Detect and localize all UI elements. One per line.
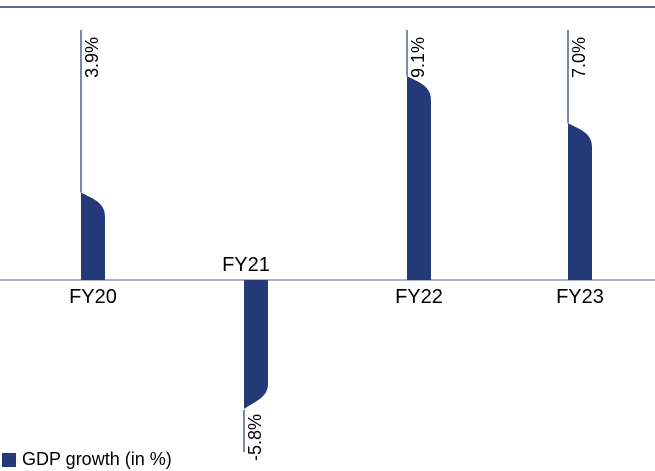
value-label-fy23: 7.0% xyxy=(569,37,589,78)
category-label-fy22: FY22 xyxy=(395,286,443,308)
value-label-fy20: 3.9% xyxy=(82,37,102,78)
legend-swatch xyxy=(2,452,16,467)
category-label-fy20: FY20 xyxy=(69,286,117,308)
bar-fy21 xyxy=(244,280,268,409)
legend-label: GDP growth (in %) xyxy=(22,449,172,469)
bar-fy23 xyxy=(568,123,592,280)
legend: GDP growth (in %) xyxy=(2,449,172,470)
category-label-fy23: FY23 xyxy=(556,286,604,308)
bar-fy20 xyxy=(81,192,105,280)
bars-layer xyxy=(80,30,592,452)
labels-layer: 3.9% FY20 -5.8% FY21 9.1% FY22 7.0% FY23 xyxy=(69,37,604,461)
bar-fy22 xyxy=(407,76,431,280)
category-label-fy21: FY21 xyxy=(222,254,270,276)
value-label-fy22: 9.1% xyxy=(408,37,428,78)
value-label-fy21: -5.8% xyxy=(245,414,265,461)
